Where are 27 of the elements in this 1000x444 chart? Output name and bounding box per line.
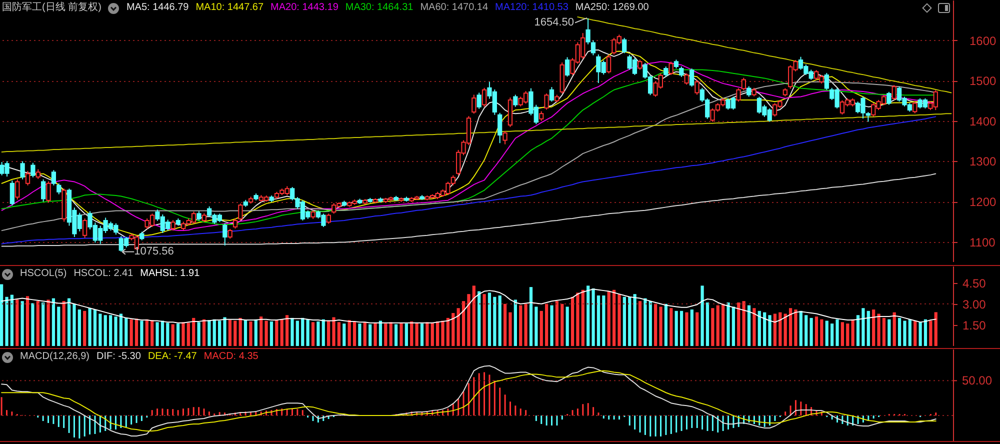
text: DEA: -7.47 xyxy=(148,351,197,363)
y-tick-label: 1400 xyxy=(970,114,997,128)
series-label: HSCOL: 2.41 xyxy=(74,268,134,280)
y-tick-label: 1.50 xyxy=(962,318,986,332)
y-tick-label: 1500 xyxy=(970,74,997,88)
text: MAHSL: 1.91 xyxy=(140,268,200,280)
annotation: 1654.50 xyxy=(534,16,574,28)
text: MA20: 1443.19 xyxy=(270,2,338,14)
y-tick-label: 4.50 xyxy=(962,276,986,290)
chart-title: HSCOL(5) xyxy=(20,268,67,280)
text: MA30: 1464.31 xyxy=(345,2,414,14)
text: MA60: 1470.14 xyxy=(420,2,488,14)
y-tick-label: 1100 xyxy=(970,235,996,250)
text: 50.00 xyxy=(962,374,992,388)
annotation: 1075.56 xyxy=(134,246,174,258)
y-tick-label: 3.00 xyxy=(962,297,986,312)
chart-title: 国防军工(日线 前复权) xyxy=(2,2,102,14)
y-tick-label: 1200 xyxy=(970,195,997,210)
chart-title: MACD(12,26,9) xyxy=(20,351,90,363)
y-tick-label: 1600 xyxy=(970,34,997,48)
y-tick-label: 1300 xyxy=(970,154,997,169)
text: MACD: 4.35 xyxy=(204,351,258,363)
text: MA5: 1446.79 xyxy=(126,2,189,14)
text: DIF: -5.30 xyxy=(96,351,141,363)
text: MA10: 1447.67 xyxy=(196,2,264,14)
text: MA120: 1410.53 xyxy=(495,2,568,14)
text: MA250: 1269.00 xyxy=(575,2,649,14)
